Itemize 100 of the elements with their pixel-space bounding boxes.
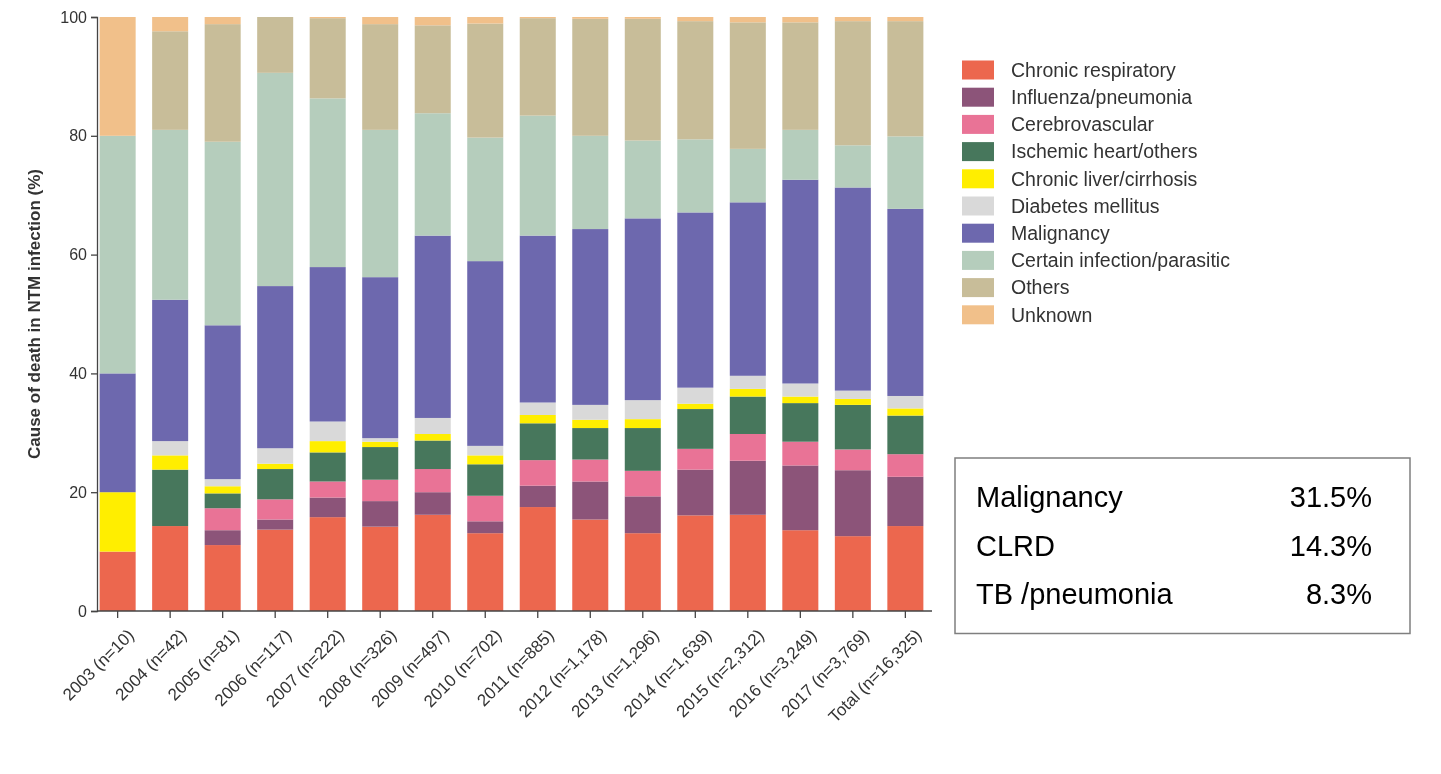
bar [152, 469, 189, 527]
bar [414, 417, 451, 434]
legend-label: Malignancy [1011, 222, 1110, 245]
bar [204, 508, 241, 531]
bar [257, 72, 294, 287]
bar [887, 526, 924, 611]
bar [729, 22, 766, 149]
bar [309, 421, 346, 442]
bar [467, 261, 504, 446]
y-tick-label: 20 [69, 483, 88, 501]
bar [572, 135, 609, 230]
legend-label: Chronic respiratory [1011, 58, 1176, 81]
bar [204, 493, 241, 509]
bar [362, 129, 399, 278]
legend-label: Certain infection/parasitic [1011, 249, 1231, 272]
bar [467, 137, 504, 262]
legend-label: Others [1011, 276, 1070, 299]
bar [467, 521, 504, 534]
bar [519, 507, 556, 611]
bar [362, 438, 399, 442]
bar [204, 530, 241, 546]
bar [729, 514, 766, 611]
bar [782, 22, 819, 130]
bar [152, 129, 189, 300]
bar [729, 148, 766, 203]
bar [729, 17, 766, 23]
y-axis-title: Cause of death in NTM infection (%) [25, 169, 44, 459]
bar [834, 470, 871, 537]
bar [257, 529, 294, 611]
bar [887, 136, 924, 209]
bar [414, 440, 451, 470]
bar [624, 140, 661, 219]
bar [309, 452, 346, 482]
bar [309, 517, 346, 611]
bar [729, 202, 766, 376]
bar [887, 395, 924, 409]
y-tick-label: 0 [78, 602, 88, 620]
bar [677, 21, 714, 140]
bar [309, 497, 346, 518]
bar [152, 31, 189, 130]
bar [519, 414, 556, 424]
bar [414, 113, 451, 236]
bar [677, 469, 714, 516]
legend-label: Chronic liver/cirrhosis [1011, 167, 1198, 190]
bar [677, 515, 714, 611]
bar [572, 229, 609, 405]
bar [782, 179, 819, 384]
bar [99, 17, 136, 136]
text: Malignancy 31.5% [976, 481, 1372, 513]
legend-label: Unknown [1011, 303, 1093, 326]
bar [414, 514, 451, 611]
bar [467, 464, 504, 496]
bar [729, 388, 766, 397]
bar [834, 187, 871, 391]
bar [887, 17, 924, 22]
bar [414, 469, 451, 493]
bar [152, 526, 189, 611]
legend-label: Influenza/pneumonia [1011, 86, 1193, 109]
bar [572, 481, 609, 520]
bar [414, 433, 451, 441]
bar [782, 530, 819, 611]
bar [414, 25, 451, 114]
bar [782, 441, 819, 466]
bar [362, 17, 399, 25]
bar [677, 448, 714, 470]
bar [729, 396, 766, 434]
bar [887, 415, 924, 455]
bar [309, 267, 346, 422]
bar [152, 299, 189, 442]
bar [362, 24, 399, 130]
bar [572, 428, 609, 460]
bar [519, 115, 556, 236]
bar [152, 441, 189, 456]
bar [467, 23, 504, 138]
bar [257, 519, 294, 530]
bar [677, 17, 714, 22]
bar [887, 476, 924, 527]
bar [204, 325, 241, 480]
bar [467, 17, 504, 24]
bar [624, 18, 661, 141]
bar [99, 373, 136, 493]
bar [834, 398, 871, 405]
bar [887, 208, 924, 396]
bar [677, 403, 714, 410]
bar [309, 98, 346, 268]
bar [834, 17, 871, 22]
bar [782, 383, 819, 397]
bar [519, 402, 556, 415]
bar [99, 551, 136, 611]
bar [362, 277, 399, 439]
bar [152, 17, 189, 32]
bar [519, 485, 556, 508]
bar [467, 495, 504, 522]
bar [257, 448, 294, 464]
bar [834, 390, 871, 399]
bar [834, 449, 871, 471]
bar [204, 141, 241, 326]
bar [834, 536, 871, 611]
bar [519, 18, 556, 116]
bar [677, 139, 714, 213]
